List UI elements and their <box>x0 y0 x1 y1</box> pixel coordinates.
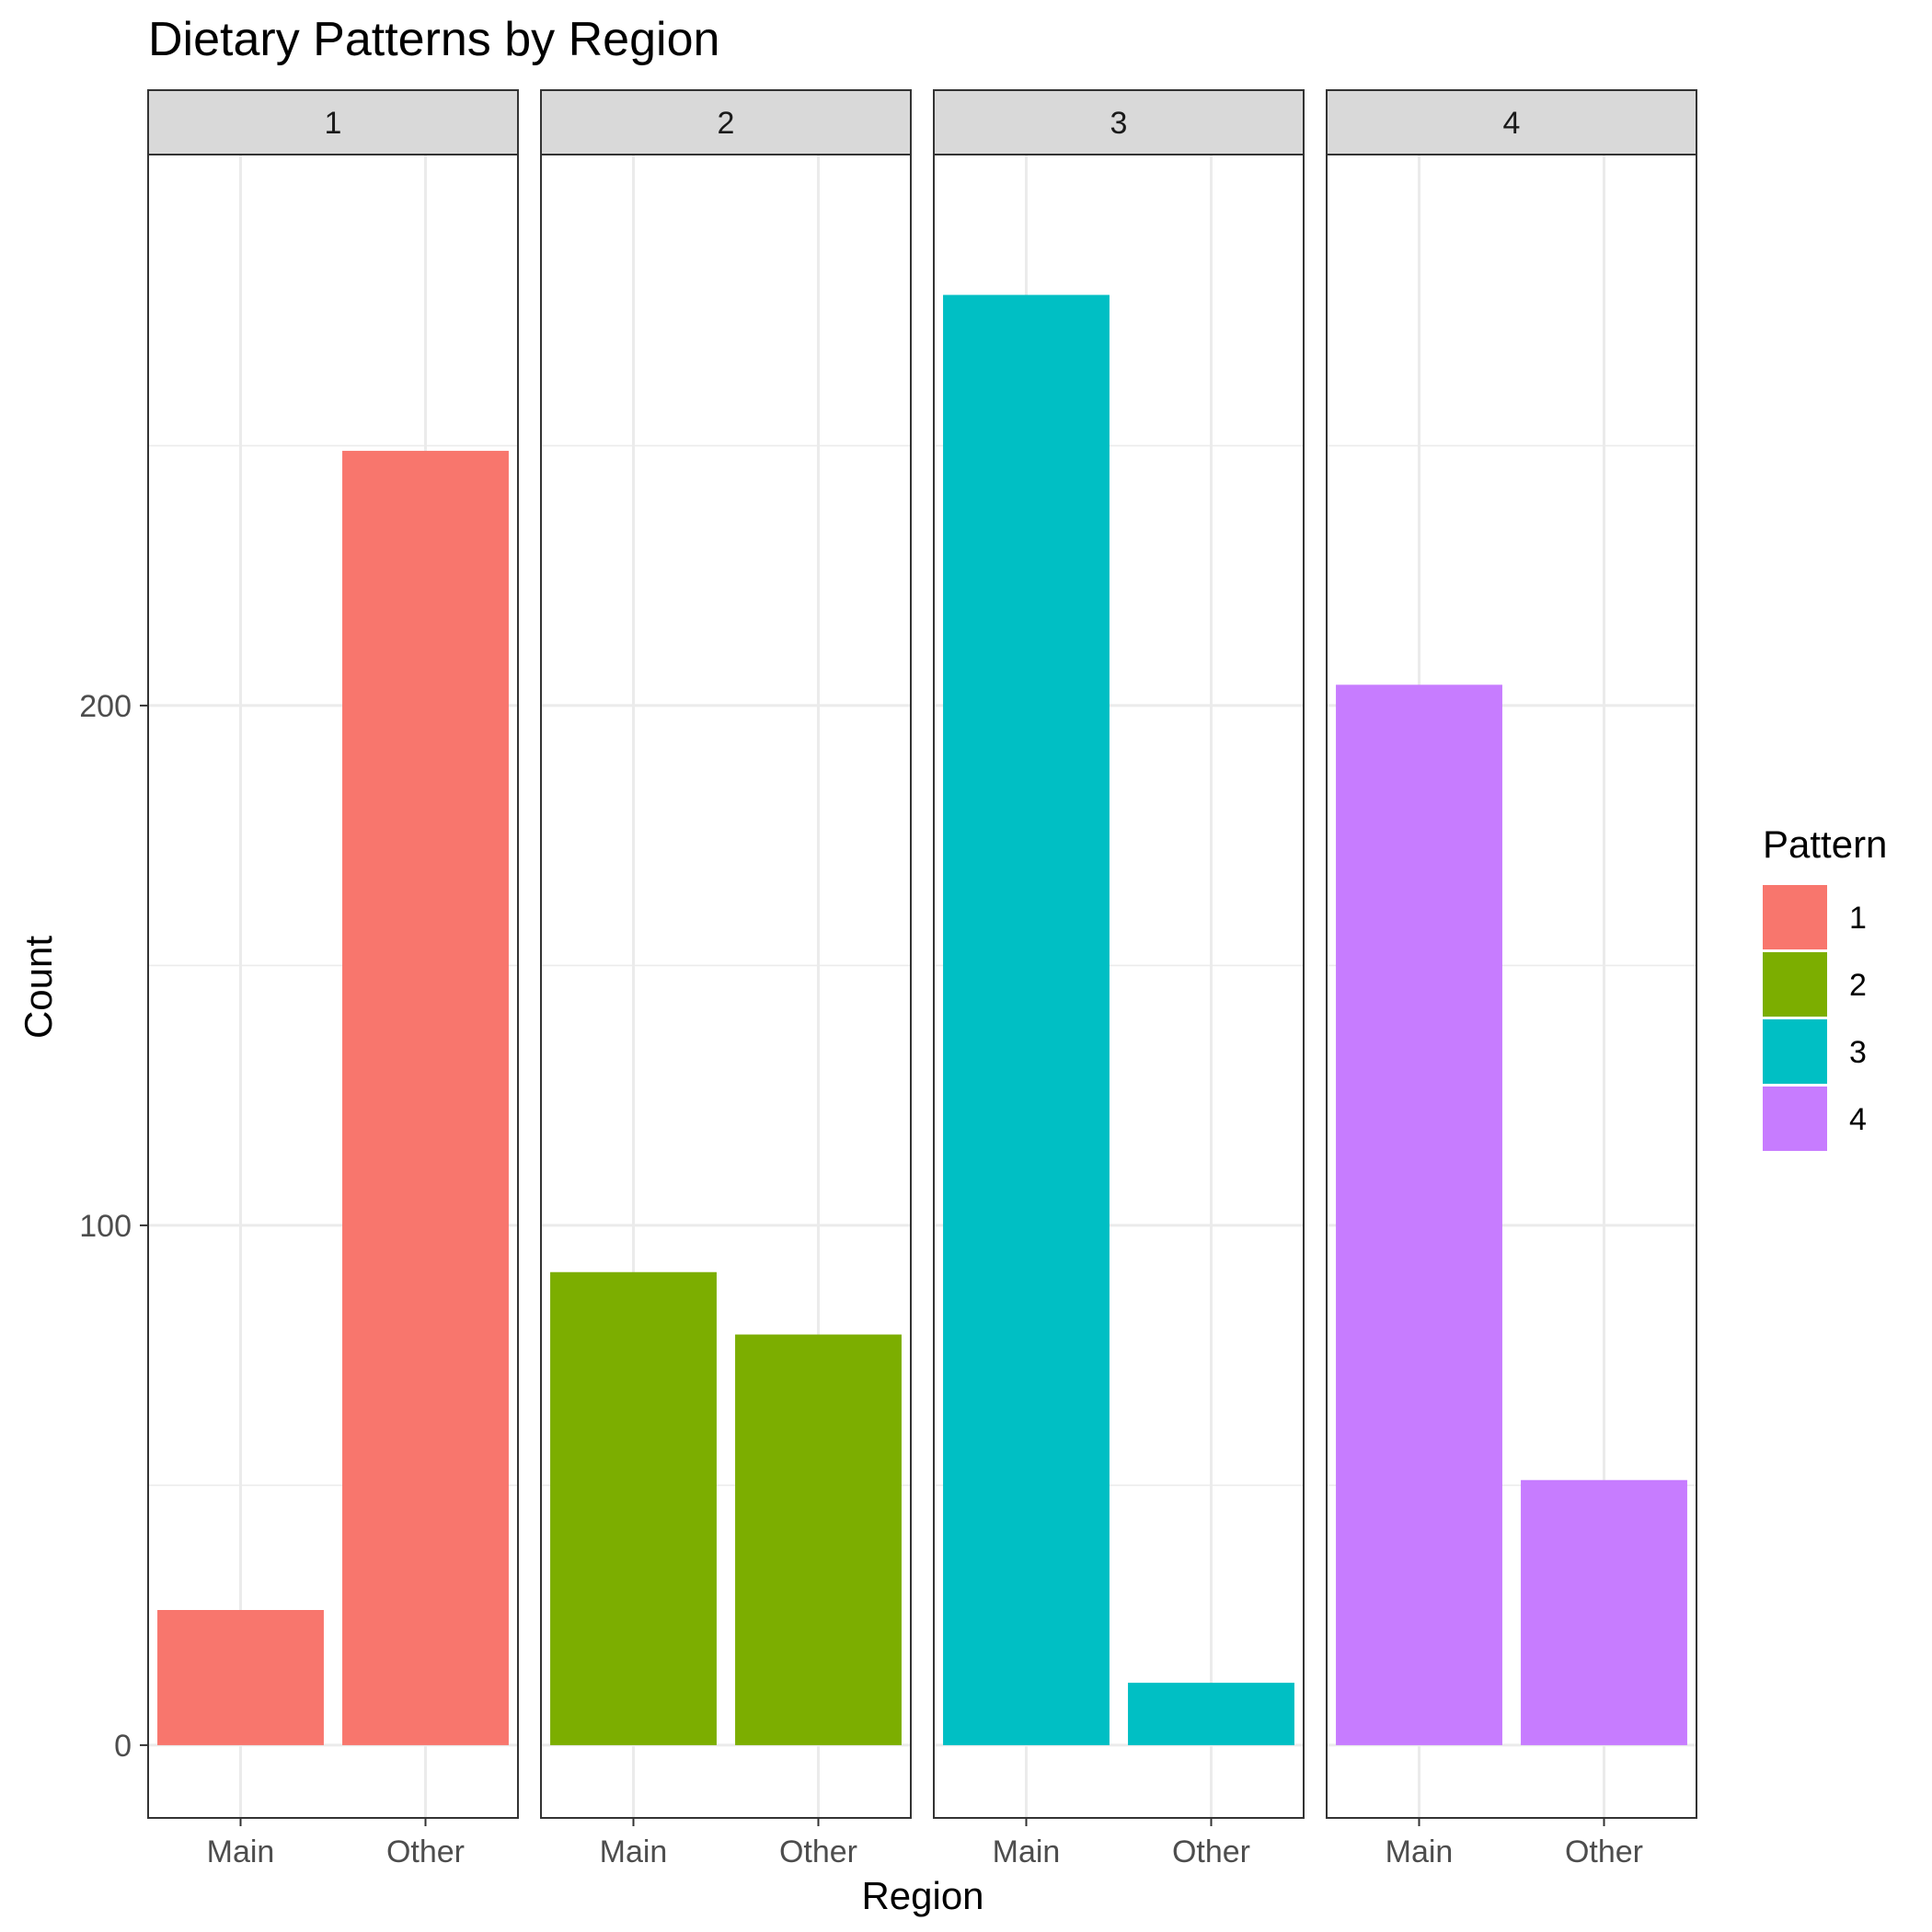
legend: Pattern 1 2 3 4 <box>1763 822 1887 1151</box>
bar-3-main <box>943 294 1110 1745</box>
y-tick-label: 100 <box>79 1209 132 1244</box>
bar-4-other <box>1521 1479 1687 1745</box>
bar-2-other <box>735 1334 902 1745</box>
x-tick-label: Main <box>1386 1834 1454 1869</box>
y-axis: 0 100 200 <box>79 689 148 1764</box>
facet-panels: 1 Main Other 2 Main Other 3 Main Other 4 Main Other <box>147 89 1697 1869</box>
facet-panel-3: 3 Main Other <box>933 89 1305 1869</box>
x-tick-label: Other <box>779 1834 857 1869</box>
y-tick-label: 0 <box>114 1729 132 1764</box>
facet-strip-label: 2 <box>718 106 735 141</box>
bar-2-main <box>550 1271 717 1745</box>
facet-strip-label: 1 <box>325 106 342 141</box>
facet-strip <box>147 89 519 155</box>
facet-strip <box>933 89 1305 155</box>
legend-label-3: 3 <box>1849 1035 1867 1070</box>
legend-title: Pattern <box>1763 822 1887 866</box>
chart-title: Dietary Patterns by Region <box>148 13 719 66</box>
legend-key-1 <box>1763 885 1827 949</box>
facet-panel-4: 4 Main Other <box>1326 89 1697 1869</box>
facet-panel-1: 1 Main Other <box>147 89 519 1869</box>
panel-border <box>540 154 912 1819</box>
legend-label-1: 1 <box>1849 901 1867 936</box>
x-tick-label: Main <box>993 1834 1061 1869</box>
bar-3-other <box>1128 1683 1294 1745</box>
facet-strip-label: 3 <box>1110 106 1128 141</box>
x-tick-label: Other <box>1172 1834 1250 1869</box>
x-tick-label: Main <box>600 1834 668 1869</box>
facet-strip-label: 4 <box>1503 106 1521 141</box>
x-tick-label: Main <box>207 1834 275 1869</box>
x-tick-label: Other <box>1565 1834 1643 1869</box>
y-tick-label: 200 <box>79 689 132 724</box>
legend-key-3 <box>1763 1019 1827 1084</box>
bar-1-other <box>342 451 509 1745</box>
bar-1-main <box>157 1610 324 1745</box>
legend-key-4 <box>1763 1087 1827 1151</box>
x-axis-title: Region <box>861 1874 983 1917</box>
legend-label-2: 2 <box>1849 968 1867 1003</box>
y-axis-title: Count <box>17 936 60 1039</box>
legend-key-2 <box>1763 952 1827 1017</box>
legend-label-4: 4 <box>1849 1102 1867 1137</box>
panel-border <box>1326 154 1697 1819</box>
panel-border <box>933 154 1305 1819</box>
facet-panel-2: 2 Main Other <box>540 89 912 1869</box>
x-tick-label: Other <box>386 1834 465 1869</box>
bar-4-main <box>1336 684 1502 1745</box>
panel-border <box>147 154 519 1819</box>
